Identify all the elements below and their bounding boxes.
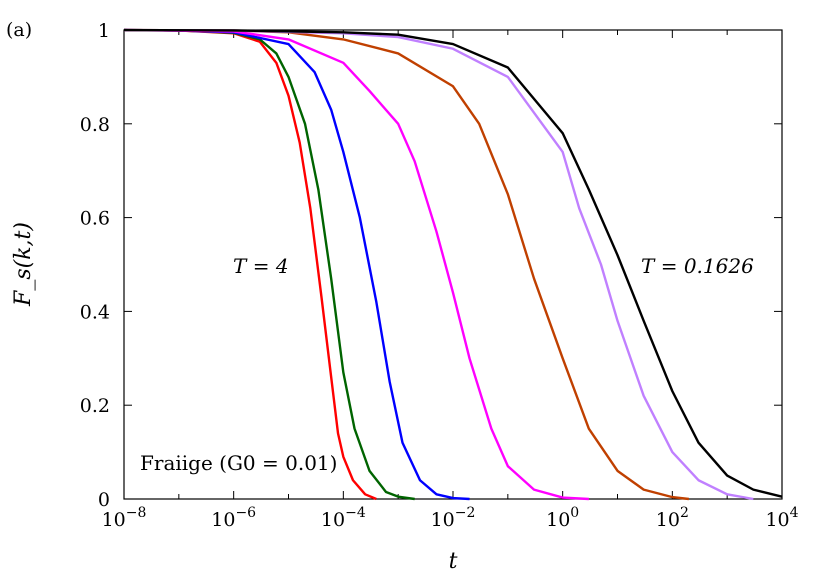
series-group bbox=[123, 28, 783, 501]
y-tick-label: 0.6 bbox=[80, 208, 110, 230]
series-line-Tc bbox=[123, 28, 470, 501]
series-line-Te bbox=[123, 28, 689, 501]
series-line-Td bbox=[123, 28, 589, 501]
x-tick-label: 10−6 bbox=[211, 505, 256, 531]
annotation-model: Fraiige (G0 = 0.01) bbox=[140, 451, 337, 475]
y-axis-label: F_s(k,t) bbox=[11, 222, 36, 307]
x-tick-label: 102 bbox=[656, 505, 689, 531]
y-tick-label: 0.8 bbox=[80, 114, 110, 136]
y-tick-label: 0 bbox=[98, 489, 110, 511]
x-tick-label: 10−8 bbox=[102, 505, 147, 531]
x-tick-label: 104 bbox=[765, 505, 798, 531]
x-tick-label: 100 bbox=[546, 505, 579, 531]
x-tick-label: 10−4 bbox=[321, 505, 366, 531]
y-tick-label: 0.4 bbox=[80, 301, 110, 323]
x-tick-label: 10−2 bbox=[431, 505, 476, 531]
x-axis-label: t bbox=[449, 549, 458, 574]
series-line-T0_1626 bbox=[123, 28, 783, 498]
annotation-t4: T = 4 bbox=[233, 254, 289, 278]
series-line-Tf bbox=[123, 28, 754, 501]
annotation-t01626: T = 0.1626 bbox=[641, 254, 754, 278]
y-tick-label: 0.2 bbox=[80, 395, 110, 417]
panel-label: (a) bbox=[6, 19, 32, 41]
y-tick-label: 1 bbox=[98, 20, 110, 42]
